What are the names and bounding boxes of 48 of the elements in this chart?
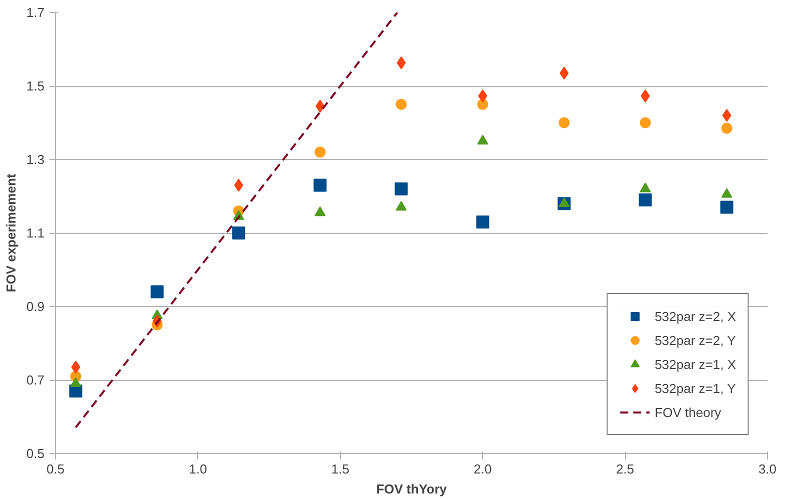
point xyxy=(720,200,734,214)
point xyxy=(232,226,246,240)
point xyxy=(558,197,570,207)
point xyxy=(394,182,408,196)
x-tick-label: 3.0 xyxy=(758,462,777,476)
x-tick-label: 2.5 xyxy=(616,462,634,476)
point xyxy=(396,201,407,211)
y-tick-label: 1.5 xyxy=(26,78,45,94)
point xyxy=(640,182,651,192)
legend-label: 532par z=1, X xyxy=(654,356,736,372)
point xyxy=(722,108,732,122)
point xyxy=(314,206,326,216)
point xyxy=(71,360,80,374)
point xyxy=(640,89,650,102)
x-axis-title: FOV thYory xyxy=(376,482,448,496)
y-tick-label: 0.5 xyxy=(26,446,45,461)
point xyxy=(640,117,651,128)
point xyxy=(477,134,488,145)
point xyxy=(721,188,732,198)
point xyxy=(477,98,488,110)
point xyxy=(396,56,406,70)
point xyxy=(638,193,652,206)
y-tick-label: 1.7 xyxy=(26,5,45,20)
legend-label: FOV theory xyxy=(654,404,722,420)
point xyxy=(314,146,326,158)
y-tick-label: 1.3 xyxy=(26,152,45,167)
x-tick-label: 2.0 xyxy=(474,462,492,476)
point xyxy=(70,377,82,388)
point xyxy=(150,285,164,298)
x-tick-label: 1.5 xyxy=(331,462,350,476)
y-axis-title: FOV experimement xyxy=(3,173,18,292)
x-tick-label: 0.5 xyxy=(46,462,65,476)
point xyxy=(560,66,569,80)
point xyxy=(478,89,488,102)
point xyxy=(558,117,570,128)
point xyxy=(396,98,407,110)
legend-label: 532par z=2, Y xyxy=(654,332,736,348)
point xyxy=(316,100,325,113)
point xyxy=(476,215,490,228)
point xyxy=(314,178,327,192)
point xyxy=(234,178,244,192)
y-tick-label: 1.1 xyxy=(26,226,45,240)
x-tick-label: 1.0 xyxy=(188,462,207,476)
y-tick-label: 0.7 xyxy=(26,372,45,388)
point xyxy=(721,122,732,134)
y-tick-label: 0.9 xyxy=(26,299,45,314)
legend-label: 532par z=2, X xyxy=(654,308,736,324)
legend-label: 532par z=1, Y xyxy=(654,380,736,396)
